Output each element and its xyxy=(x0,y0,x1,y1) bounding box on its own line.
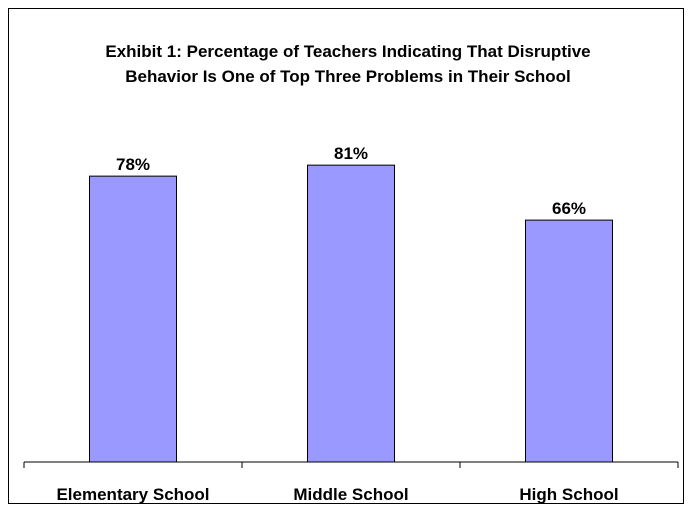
bar-elementary-school xyxy=(89,175,177,463)
data-label: 66% xyxy=(552,199,586,218)
x-tick-label: Elementary School xyxy=(56,485,209,504)
x-tick-label: High School xyxy=(519,485,618,504)
bars-layer xyxy=(89,164,613,463)
data-label: 78% xyxy=(116,155,150,174)
data-label: 81% xyxy=(334,144,368,163)
bar-high-school xyxy=(525,219,613,463)
chart-title-line-2: Behavior Is One of Top Three Problems in… xyxy=(125,67,571,86)
chart-frame xyxy=(8,8,684,504)
chart-title-line-1: Exhibit 1: Percentage of Teachers Indica… xyxy=(105,42,590,61)
x-tick-label: Middle School xyxy=(293,485,408,504)
x-axis xyxy=(23,461,679,468)
bar-middle-school xyxy=(307,164,395,463)
labels-layer: 78% Elementary School 81% Middle School 66% H… xyxy=(56,144,618,504)
